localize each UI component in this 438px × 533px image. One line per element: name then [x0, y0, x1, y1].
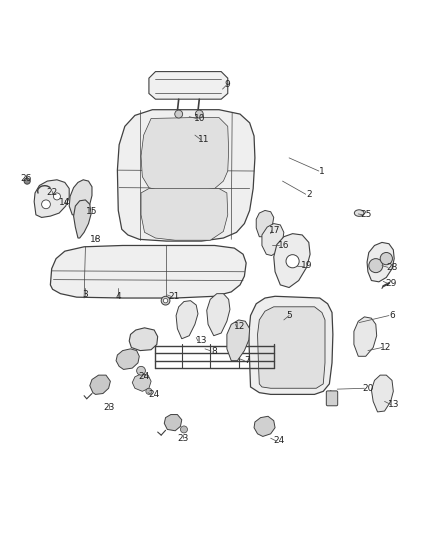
Text: 17: 17 — [269, 226, 281, 235]
Polygon shape — [354, 317, 377, 356]
Text: 20: 20 — [362, 384, 374, 393]
Polygon shape — [74, 200, 91, 238]
Text: 14: 14 — [59, 198, 71, 207]
Circle shape — [175, 110, 183, 118]
Text: 12: 12 — [380, 343, 391, 352]
Polygon shape — [199, 123, 211, 128]
Circle shape — [195, 110, 203, 118]
Polygon shape — [176, 301, 198, 339]
Circle shape — [286, 255, 299, 268]
Text: 12: 12 — [234, 322, 246, 332]
Text: 25: 25 — [360, 211, 371, 219]
Circle shape — [163, 298, 168, 303]
Polygon shape — [274, 233, 310, 287]
Polygon shape — [177, 115, 189, 122]
Polygon shape — [258, 307, 325, 388]
Text: 28: 28 — [386, 263, 398, 272]
Text: 5: 5 — [286, 311, 292, 320]
Text: 9: 9 — [224, 80, 230, 89]
Polygon shape — [262, 223, 284, 255]
Polygon shape — [254, 416, 275, 437]
Polygon shape — [367, 243, 394, 282]
Text: 15: 15 — [86, 207, 98, 216]
Text: 23: 23 — [177, 434, 189, 443]
Circle shape — [24, 178, 30, 184]
Text: 24: 24 — [148, 390, 160, 399]
Polygon shape — [256, 211, 274, 237]
Text: 24: 24 — [274, 437, 285, 446]
Text: 7: 7 — [244, 356, 251, 365]
Text: 29: 29 — [385, 279, 396, 288]
Text: 21: 21 — [169, 292, 180, 301]
Circle shape — [146, 388, 152, 394]
Polygon shape — [34, 180, 69, 217]
Text: 16: 16 — [278, 241, 290, 250]
Text: 11: 11 — [198, 135, 209, 144]
Circle shape — [137, 366, 145, 375]
Circle shape — [53, 193, 60, 200]
Circle shape — [161, 296, 170, 305]
Text: 18: 18 — [90, 235, 101, 244]
Polygon shape — [116, 349, 139, 369]
Text: 22: 22 — [46, 189, 57, 197]
Text: 10: 10 — [194, 114, 205, 123]
Polygon shape — [141, 118, 229, 191]
Circle shape — [180, 426, 187, 433]
Circle shape — [42, 200, 50, 209]
Circle shape — [369, 259, 383, 273]
Text: 23: 23 — [103, 403, 114, 412]
Text: 13: 13 — [196, 336, 207, 345]
Polygon shape — [90, 375, 110, 394]
Polygon shape — [371, 375, 393, 412]
Circle shape — [380, 253, 392, 265]
Text: 1: 1 — [319, 166, 325, 175]
Text: 8: 8 — [212, 346, 218, 356]
Text: 24: 24 — [138, 373, 149, 382]
Polygon shape — [167, 115, 179, 120]
Polygon shape — [50, 246, 246, 298]
Text: 13: 13 — [389, 400, 400, 409]
Polygon shape — [164, 415, 182, 431]
Text: 4: 4 — [116, 292, 121, 301]
Polygon shape — [227, 320, 250, 361]
FancyBboxPatch shape — [326, 391, 338, 406]
Text: 3: 3 — [82, 290, 88, 300]
Text: 26: 26 — [21, 174, 32, 182]
Polygon shape — [249, 296, 333, 394]
Polygon shape — [189, 122, 201, 127]
Polygon shape — [132, 374, 151, 391]
Polygon shape — [117, 110, 255, 241]
Text: 19: 19 — [301, 261, 312, 270]
Polygon shape — [69, 180, 92, 215]
Ellipse shape — [354, 210, 364, 216]
Polygon shape — [149, 71, 228, 99]
Polygon shape — [129, 328, 158, 351]
Polygon shape — [207, 294, 230, 336]
Text: 2: 2 — [306, 190, 311, 199]
Text: 6: 6 — [389, 311, 395, 320]
Polygon shape — [141, 189, 228, 240]
